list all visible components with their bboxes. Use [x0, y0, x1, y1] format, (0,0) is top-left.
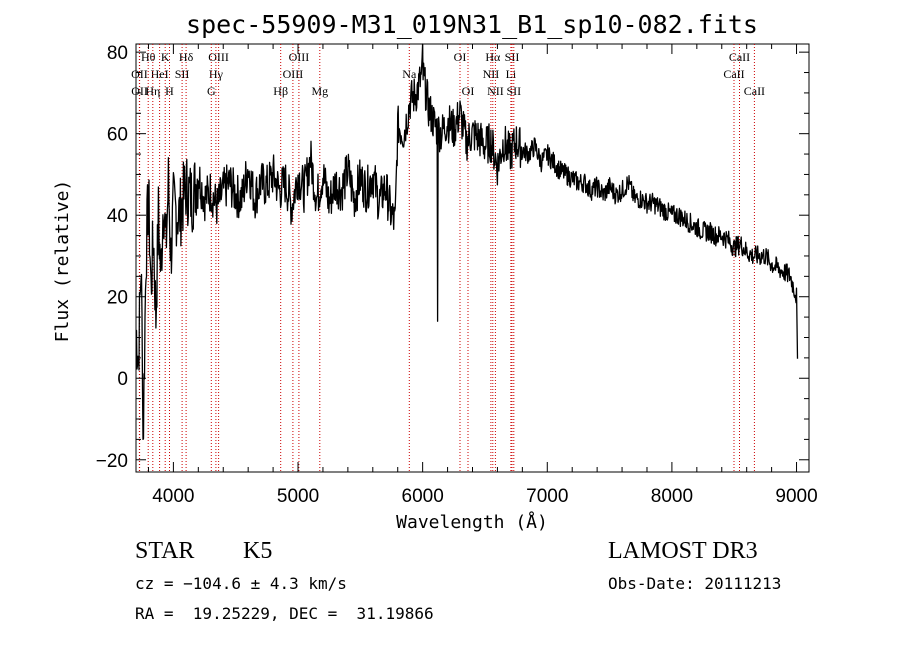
line-label-23: Li [506, 67, 517, 81]
line-label-7: SII [175, 67, 190, 81]
x-tick-label-3: 7000 [526, 486, 568, 507]
object-class: STAR [135, 538, 195, 564]
line-label-5: Hη [145, 84, 160, 98]
line-label-21: NII [487, 84, 504, 98]
x-tick-label-2: 6000 [402, 486, 444, 507]
line-label-26: CaII [723, 67, 744, 81]
x-tick-label-0: 4000 [152, 486, 194, 507]
line-label-14: Hβ [273, 84, 288, 98]
line-label-19: Hα [485, 50, 501, 64]
object-subclass: K5 [243, 538, 273, 564]
line-label-24: SII [506, 84, 521, 98]
spectrum-series [135, 43, 799, 441]
sky-coordinates: RA = 19.25229, DEC = 31.19866 [135, 604, 434, 623]
line-label-3: K [161, 50, 170, 64]
y-tick-label-5: 80 [107, 43, 128, 64]
line-label-16: Na [402, 67, 417, 81]
line-label-4: HeI [151, 67, 169, 81]
redshift-cz: cz = −104.6 ± 4.3 km/s [135, 574, 347, 593]
line-label-2: OII [131, 84, 148, 98]
line-label-17: OI [454, 50, 467, 64]
line-label-0: Hθ [141, 50, 156, 64]
chart-title: spec-55909-M31_019N31_B1_sp10-082.fits [186, 10, 758, 39]
line-label-22: SII [505, 50, 520, 64]
y-tick-label-2: 20 [107, 288, 128, 309]
line-label-11: G [207, 84, 216, 98]
survey-name: LAMOST DR3 [608, 538, 758, 564]
line-label-12: OIII [289, 50, 310, 64]
line-label-27: CaII [744, 84, 765, 98]
spectrum-line [135, 43, 799, 441]
x-axis-label: Wavelength (Å) [396, 511, 548, 533]
y-tick-label-3: 40 [107, 206, 128, 227]
line-label-10: Hγ [209, 67, 224, 81]
line-label-15: Mg [311, 84, 328, 98]
observation-date: Obs-Date: 20111213 [608, 574, 782, 593]
line-label-8: H [165, 84, 174, 98]
line-label-9: OIII [208, 50, 229, 64]
line-label-6: Hδ [179, 50, 194, 64]
axis-ticks: 4000 5000 6000 7000 8000 9000 −20 0 20 40 60 80 [96, 43, 818, 507]
x-tick-label-1: 5000 [277, 486, 319, 507]
x-tick-label-4: 8000 [651, 486, 693, 507]
y-tick-label-0: −20 [96, 451, 128, 472]
line-label-25: CaII [729, 50, 750, 64]
y-tick-label-1: 0 [117, 369, 128, 390]
y-axis-label: Flux (relative) [52, 180, 73, 343]
line-label-20: NII [483, 67, 500, 81]
y-tick-label-4: 60 [107, 125, 128, 146]
x-tick-label-5: 9000 [775, 486, 817, 507]
line-label-13: OIII [283, 67, 304, 81]
line-label-18: OI [462, 84, 475, 98]
plot-frame [135, 43, 810, 473]
